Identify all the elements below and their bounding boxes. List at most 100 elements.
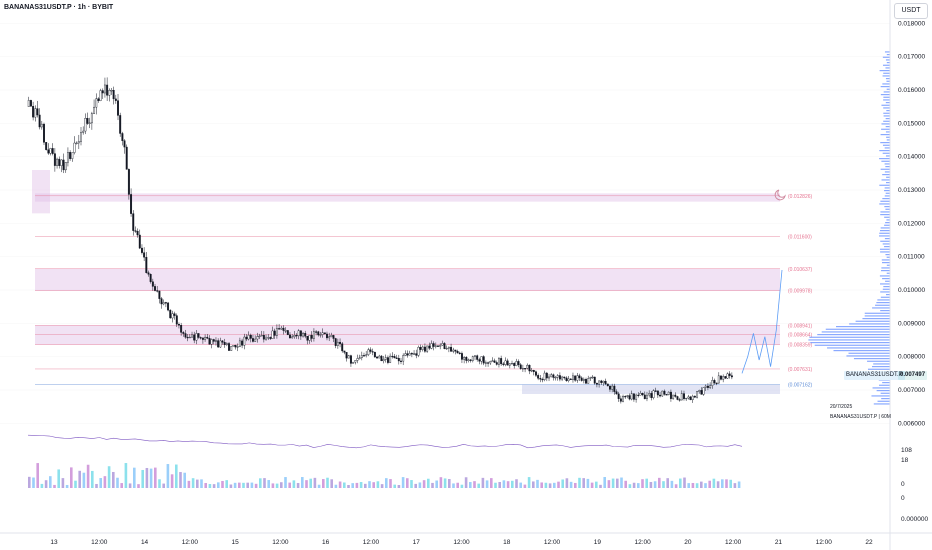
candle-body bbox=[426, 346, 428, 351]
volume-bar bbox=[633, 483, 636, 488]
x-tick-label: 13 bbox=[50, 539, 58, 546]
profile-bar bbox=[878, 401, 890, 402]
profile-bar bbox=[876, 302, 890, 303]
volume-bar bbox=[108, 466, 111, 488]
volume-bar bbox=[519, 483, 522, 488]
candle-body bbox=[537, 375, 539, 378]
candle-body bbox=[48, 150, 50, 153]
volume-bar bbox=[490, 478, 493, 488]
candle-body bbox=[370, 350, 372, 352]
candle-body bbox=[111, 90, 113, 91]
profile-bar bbox=[879, 150, 890, 151]
candle-body bbox=[392, 356, 394, 357]
candle-body bbox=[731, 376, 733, 377]
volume-bar bbox=[645, 479, 648, 488]
candle-body bbox=[65, 162, 67, 170]
volume-bar bbox=[356, 483, 359, 488]
profile-bar bbox=[880, 310, 890, 311]
volume-bar bbox=[150, 469, 153, 488]
candle-body bbox=[703, 387, 705, 394]
date-note: 20/7/2025 bbox=[830, 404, 852, 410]
profile-bar bbox=[849, 323, 890, 324]
volume-bar bbox=[654, 481, 657, 488]
volume-bar bbox=[549, 483, 552, 488]
candle-body bbox=[185, 334, 187, 338]
candle-body bbox=[89, 123, 91, 124]
profile-bar bbox=[880, 142, 890, 143]
candle-body bbox=[487, 363, 489, 364]
volume-bar bbox=[515, 479, 518, 488]
candle-body bbox=[278, 328, 280, 329]
candle-body bbox=[574, 376, 576, 380]
candle-body bbox=[331, 335, 333, 336]
profile-bar bbox=[882, 382, 890, 383]
volume-bar bbox=[368, 481, 371, 488]
candle-body bbox=[328, 337, 330, 338]
candle-body bbox=[159, 291, 161, 299]
candle-body bbox=[372, 351, 374, 352]
volume-bar bbox=[112, 472, 115, 488]
volume-bar bbox=[255, 484, 258, 488]
candle-body bbox=[729, 374, 731, 376]
volume-bar bbox=[70, 467, 73, 488]
profile-bar bbox=[822, 331, 890, 332]
candle-body bbox=[448, 347, 450, 348]
candle-body bbox=[620, 399, 622, 402]
volume-bar bbox=[141, 470, 144, 488]
profile-bar bbox=[883, 99, 890, 100]
candle-body bbox=[635, 395, 637, 399]
volume-bar bbox=[125, 463, 128, 488]
volume-bar bbox=[267, 480, 270, 488]
candle-body bbox=[109, 90, 111, 95]
candle-body bbox=[720, 376, 722, 379]
profile-bar bbox=[881, 169, 890, 170]
volume-bar bbox=[608, 480, 611, 488]
candle-body bbox=[69, 152, 71, 158]
profile-bar bbox=[885, 209, 890, 210]
candle-body bbox=[117, 101, 119, 116]
volume-bar bbox=[574, 483, 577, 488]
candle-body bbox=[237, 346, 239, 347]
candle-body bbox=[420, 347, 422, 349]
candle-body bbox=[683, 394, 685, 399]
volume-bar bbox=[696, 483, 699, 488]
candle-body bbox=[518, 361, 520, 364]
currency-button[interactable]: USDT bbox=[894, 3, 928, 19]
profile-bar bbox=[881, 134, 890, 135]
candle-body bbox=[285, 330, 287, 331]
volume-bar bbox=[725, 479, 728, 488]
volume-bar bbox=[431, 483, 434, 488]
volume-bar bbox=[335, 485, 338, 488]
candle-body bbox=[119, 115, 121, 133]
price-tag-symbol: BANANAS31USDT.P bbox=[844, 371, 905, 380]
candle-body bbox=[341, 344, 343, 351]
volume-bar bbox=[45, 480, 48, 488]
candle-body bbox=[224, 342, 226, 344]
candle-body bbox=[466, 357, 468, 360]
candle-body bbox=[244, 337, 246, 345]
profile-bar bbox=[883, 107, 890, 108]
profile-bar bbox=[886, 182, 890, 183]
candle-body bbox=[640, 393, 642, 395]
volume-bar bbox=[561, 479, 564, 488]
profile-bar bbox=[886, 118, 890, 119]
candle-body bbox=[709, 386, 711, 388]
candle-body bbox=[100, 91, 102, 101]
zone bbox=[522, 385, 780, 394]
candle-body bbox=[311, 335, 313, 338]
volume-bar bbox=[566, 478, 569, 488]
volume-bar bbox=[305, 480, 308, 488]
candle-body bbox=[320, 335, 322, 336]
candle-body bbox=[52, 148, 54, 153]
candle-body bbox=[350, 356, 352, 364]
candle-body bbox=[653, 391, 655, 398]
candle-body bbox=[163, 302, 165, 304]
volume-bar bbox=[717, 481, 720, 488]
candle-body bbox=[165, 302, 167, 303]
volume-bar bbox=[410, 480, 413, 488]
candle-body bbox=[54, 154, 56, 166]
candle-body bbox=[590, 378, 592, 379]
candle-body bbox=[169, 310, 171, 318]
profile-bar bbox=[877, 299, 890, 300]
